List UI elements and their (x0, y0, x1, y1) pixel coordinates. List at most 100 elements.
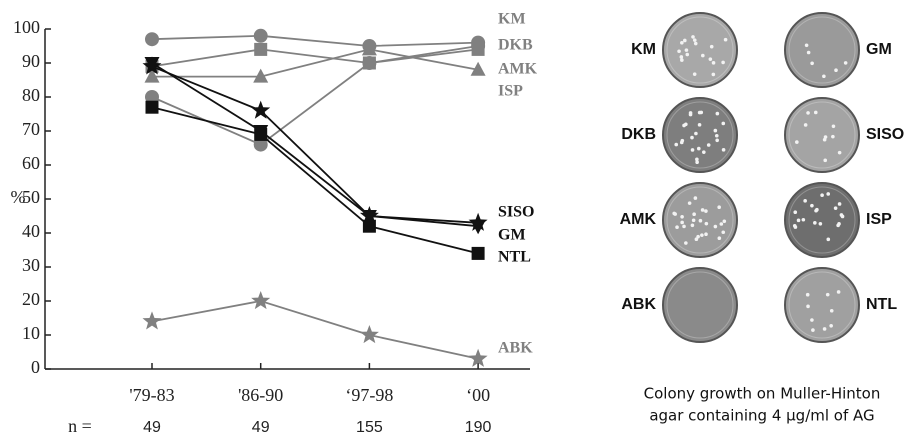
petri-dish-rim (666, 271, 734, 339)
colony (805, 292, 810, 297)
series-label: GM (498, 227, 526, 244)
series-line (151, 65, 479, 224)
colony (813, 221, 817, 225)
marker (254, 42, 268, 56)
colony (831, 134, 835, 139)
series-label: AMK (498, 61, 538, 78)
colony (722, 219, 727, 224)
series-line (151, 62, 479, 228)
colony (713, 224, 718, 229)
colony (692, 38, 697, 42)
colony (717, 236, 722, 241)
caption: Colony growth on Muller-Hinton (644, 385, 881, 403)
y-tick-label: 90 (22, 51, 40, 71)
colony (839, 213, 844, 217)
dish-label: ABK (621, 296, 656, 313)
petri-dish-rim (666, 101, 734, 169)
n-value: 49 (143, 419, 161, 436)
y-tick-label: 80 (22, 85, 40, 105)
colony (682, 224, 686, 229)
colony (795, 140, 799, 144)
colony (806, 50, 811, 55)
colony (694, 237, 699, 242)
colony (682, 123, 686, 128)
x-tick-label: ‘00 (466, 385, 490, 405)
colony (723, 37, 728, 42)
colony (837, 150, 842, 155)
colony (829, 323, 833, 328)
dish-label: ISP (866, 211, 892, 228)
colony (806, 304, 810, 309)
colony (690, 223, 695, 228)
colony (834, 68, 838, 73)
marker (253, 137, 268, 152)
marker (468, 348, 488, 367)
y-axis-label: % (11, 187, 26, 207)
colony (691, 218, 696, 223)
colony (813, 110, 818, 115)
colony (701, 53, 705, 58)
colony (692, 212, 696, 217)
petri-dish (662, 97, 738, 173)
x-tick-label: '79-83 (129, 385, 174, 405)
marker (145, 90, 159, 104)
colony (810, 203, 814, 208)
colony (702, 150, 706, 154)
colony (822, 327, 827, 331)
colony (717, 205, 721, 210)
colony (719, 222, 724, 226)
marker (144, 57, 160, 71)
colony (714, 133, 719, 138)
petri-dish (784, 12, 860, 88)
marker (362, 219, 376, 233)
series-label: NTL (498, 249, 531, 266)
colony (693, 196, 698, 200)
colony (829, 308, 834, 313)
series-line (152, 48, 479, 78)
colony (810, 318, 814, 322)
series-line (151, 106, 479, 255)
colony (704, 232, 708, 237)
petri-dish-rim (788, 16, 856, 84)
colony (698, 218, 703, 223)
colony (674, 142, 679, 147)
marker (361, 41, 377, 56)
marker (144, 68, 160, 83)
colony (711, 61, 716, 65)
colony (823, 158, 828, 163)
colony (704, 221, 709, 226)
petri-dish-rim (666, 16, 734, 84)
colony (822, 74, 826, 79)
petri-dish-rim (788, 271, 856, 339)
dish-label: GM (866, 41, 892, 58)
colony (684, 48, 689, 52)
colony (811, 328, 815, 332)
marker (470, 61, 486, 76)
colony (715, 138, 719, 143)
colony (713, 128, 718, 133)
colony (683, 38, 687, 43)
marker (254, 127, 268, 141)
n-label: n = (68, 416, 92, 436)
colony (793, 210, 798, 215)
colony (818, 221, 823, 226)
colony (721, 148, 726, 152)
colony (700, 233, 704, 237)
colony (822, 137, 827, 142)
n-value: 190 (465, 419, 492, 436)
colony (804, 43, 809, 48)
colony (709, 44, 714, 49)
x-tick-label: '86-90 (238, 385, 283, 405)
marker (253, 28, 268, 43)
colony (697, 110, 702, 115)
colony (696, 234, 700, 239)
y-tick-label: 70 (22, 119, 40, 139)
colony (792, 223, 797, 228)
colony (831, 124, 836, 129)
marker (145, 100, 159, 114)
colony (803, 199, 807, 203)
colony (801, 217, 806, 222)
colony (693, 41, 698, 46)
colony (692, 72, 697, 76)
